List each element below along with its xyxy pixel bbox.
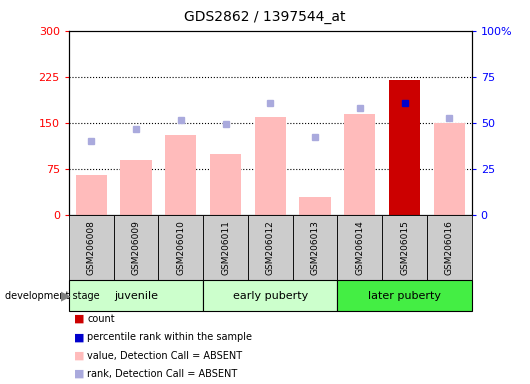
Text: rank, Detection Call = ABSENT: rank, Detection Call = ABSENT (87, 369, 237, 379)
Bar (344, 114, 375, 215)
Text: early puberty: early puberty (233, 291, 308, 301)
Text: GSM206012: GSM206012 (266, 220, 275, 275)
Bar (254, 117, 286, 215)
Bar (210, 154, 241, 215)
Bar (165, 135, 197, 215)
Text: GSM206008: GSM206008 (87, 220, 96, 275)
Text: GSM206010: GSM206010 (176, 220, 186, 275)
Bar (113, 215, 158, 280)
Text: GSM206013: GSM206013 (311, 220, 320, 275)
Bar (120, 160, 152, 215)
Text: GDS2862 / 1397544_at: GDS2862 / 1397544_at (184, 10, 346, 23)
Text: ■: ■ (74, 314, 85, 324)
Text: development stage: development stage (5, 291, 100, 301)
Bar (69, 215, 113, 280)
Text: GSM206014: GSM206014 (355, 220, 364, 275)
Bar (203, 280, 338, 311)
Bar (427, 215, 472, 280)
Bar (293, 215, 338, 280)
Text: ■: ■ (74, 332, 85, 342)
Text: later puberty: later puberty (368, 291, 441, 301)
Bar (203, 215, 248, 280)
Bar (76, 175, 107, 215)
Text: juvenile: juvenile (114, 291, 158, 301)
Bar (248, 215, 293, 280)
Text: count: count (87, 314, 115, 324)
Text: value, Detection Call = ABSENT: value, Detection Call = ABSENT (87, 351, 243, 361)
Bar (158, 215, 203, 280)
Bar (69, 280, 203, 311)
Bar (338, 215, 382, 280)
Text: percentile rank within the sample: percentile rank within the sample (87, 332, 252, 342)
Text: ■: ■ (74, 351, 85, 361)
Bar (389, 80, 420, 215)
Bar (434, 123, 465, 215)
Text: GSM206015: GSM206015 (400, 220, 409, 275)
Text: GSM206009: GSM206009 (131, 220, 140, 275)
Bar (299, 197, 331, 215)
Bar (382, 215, 427, 280)
Text: GSM206011: GSM206011 (221, 220, 230, 275)
Bar (338, 280, 472, 311)
Text: ■: ■ (74, 369, 85, 379)
Text: ▶: ▶ (61, 289, 71, 302)
Text: GSM206016: GSM206016 (445, 220, 454, 275)
